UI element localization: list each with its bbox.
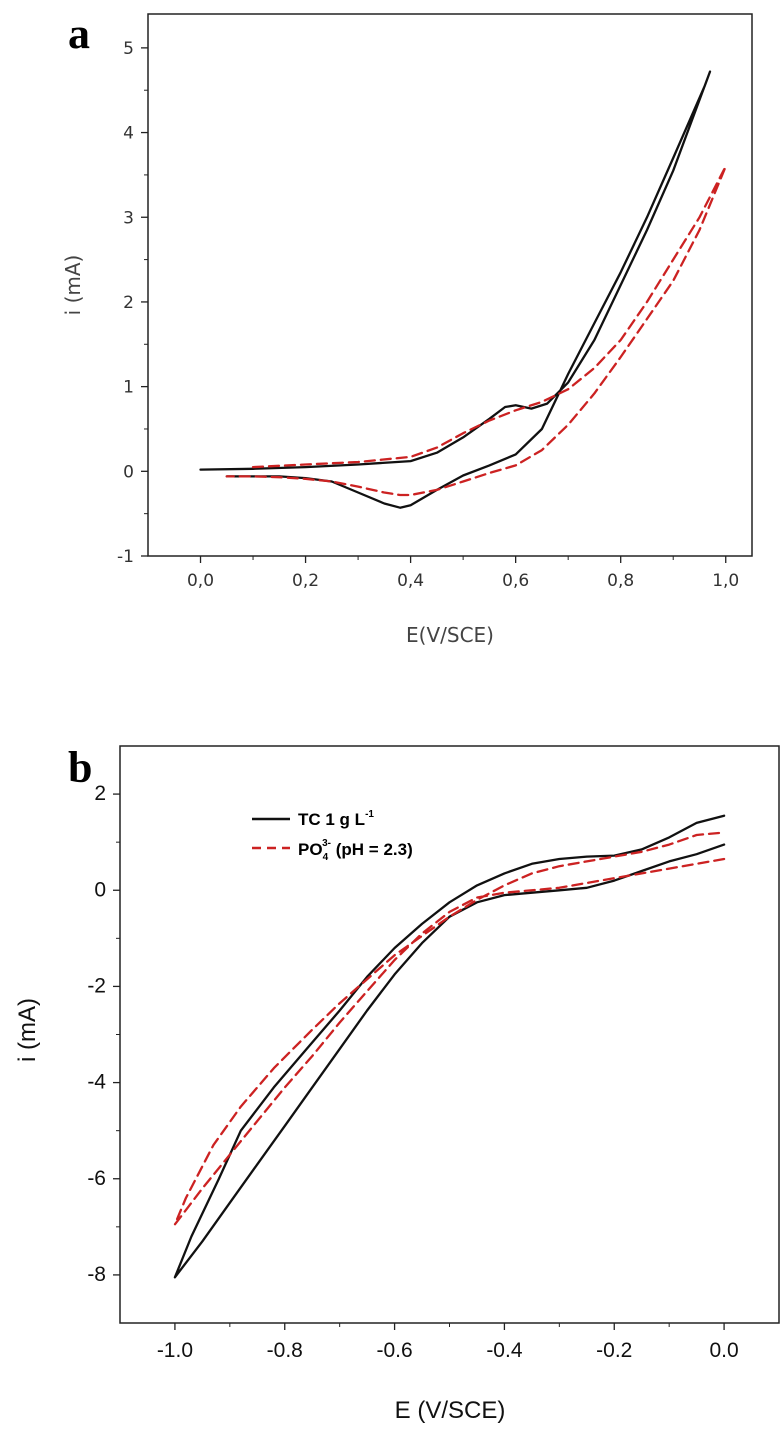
panel-b-letter: b [68,743,92,792]
legend-label-tc: TC 1 g L-1 [298,809,374,829]
panel-a-y-axis-label: i (mA) [61,255,85,316]
y-tick-label: 2 [123,293,134,313]
panel-b-y-axis-label: i (mA) [14,998,41,1062]
y-tick-label: -1 [117,547,134,567]
panel-a-series [199,70,727,509]
y-tick-label: 0 [123,462,134,482]
y-tick-label: 3 [123,208,134,228]
panel-b-x-axis-label: E (V/SCE) [395,1397,506,1424]
series-line-0 [199,70,712,509]
y-tick-label: 2 [94,782,106,805]
panel-b-series [173,814,726,1279]
y-tick-label: 1 [123,378,134,398]
x-tick-label: -0.8 [267,1339,303,1362]
panel-a-x-axis-label: E(V/SCE) [406,623,494,647]
panel-a-plot-frame [147,13,753,557]
y-tick-label: -8 [87,1263,106,1286]
x-tick-label: 0,8 [607,571,634,591]
y-tick-label: 0 [94,878,106,901]
x-tick-label: 0,4 [397,571,424,591]
panel-a-letter: a [68,9,90,58]
series-line-1 [225,165,727,497]
x-tick-label: 1,0 [712,571,739,591]
y-tick-label: -2 [87,974,106,997]
panel-b: b -1.0 -0.8 -0.6 -0.4 -0.2 0.0 -8 -6 -4 -2 0 2 E (V… [14,743,780,1424]
x-tick-label: -1.0 [157,1339,193,1362]
panel-b-ticks: -1.0 -0.8 -0.6 -0.4 -0.2 0.0 -8 -6 -4 -2 0 2 [87,782,738,1362]
series-line-0 [173,814,726,1279]
x-tick-label: -0.2 [596,1339,632,1362]
y-tick-label: 4 [123,124,134,144]
x-tick-label: 0,2 [292,571,319,591]
y-tick-label: -4 [87,1071,106,1094]
series-line-1 [173,831,726,1226]
panel-a-ticks: 0,0 0,2 0,4 0,6 0,8 1,0 -1 0 1 2 3 4 5 [117,39,739,591]
legend-label-po4: PO43- (pH = 2.3) [298,838,413,863]
panel-a: a 0,0 0,2 0,4 0,6 0,8 1,0 -1 0 1 2 3 4 5 E(V/SCE) i … [61,9,753,647]
panel-b-legend: TC 1 g L-1 PO43- (pH = 2.3) [252,809,413,863]
x-tick-label: 0.0 [709,1339,738,1362]
x-tick-label: -0.4 [486,1339,523,1362]
x-tick-label: -0.6 [376,1339,412,1362]
y-tick-label: -6 [87,1167,106,1190]
y-tick-label: 5 [123,39,134,59]
x-tick-label: 0,6 [502,571,529,591]
x-tick-label: 0,0 [187,571,214,591]
